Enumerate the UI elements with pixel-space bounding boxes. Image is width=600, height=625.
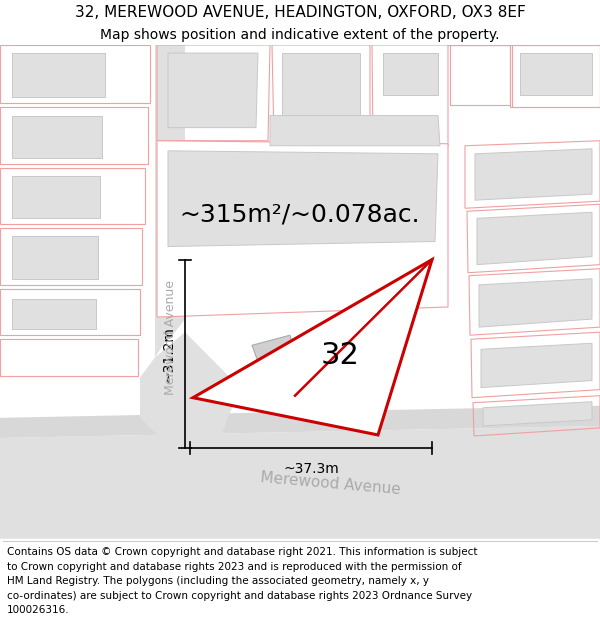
Polygon shape — [12, 53, 105, 98]
Polygon shape — [477, 213, 592, 264]
Text: Contains OS data © Crown copyright and database right 2021. This information is : Contains OS data © Crown copyright and d… — [7, 548, 478, 558]
Polygon shape — [479, 279, 592, 327]
Text: to Crown copyright and database rights 2023 and is reproduced with the permissio: to Crown copyright and database rights 2… — [7, 562, 462, 572]
Text: co-ordinates) are subject to Crown copyright and database rights 2023 Ordnance S: co-ordinates) are subject to Crown copyr… — [7, 591, 472, 601]
Text: 32, MEREWOOD AVENUE, HEADINGTON, OXFORD, OX3 8EF: 32, MEREWOOD AVENUE, HEADINGTON, OXFORD,… — [74, 4, 526, 19]
Polygon shape — [0, 406, 600, 438]
Text: 32: 32 — [320, 341, 359, 370]
Polygon shape — [483, 402, 592, 426]
Polygon shape — [282, 53, 360, 131]
Polygon shape — [168, 53, 258, 128]
Polygon shape — [270, 116, 440, 146]
Polygon shape — [157, 141, 448, 317]
Polygon shape — [12, 116, 102, 158]
Polygon shape — [168, 151, 438, 246]
Polygon shape — [140, 332, 240, 438]
Text: Merewood Avenue: Merewood Avenue — [259, 470, 401, 497]
Polygon shape — [252, 335, 297, 367]
Text: HM Land Registry. The polygons (including the associated geometry, namely x, y: HM Land Registry. The polygons (includin… — [7, 576, 429, 586]
Text: Merewood Avenue: Merewood Avenue — [163, 280, 176, 395]
Polygon shape — [383, 53, 438, 96]
Text: ~37.3m: ~37.3m — [283, 462, 339, 476]
Polygon shape — [12, 236, 98, 279]
Text: ~315m²/~0.078ac.: ~315m²/~0.078ac. — [179, 202, 421, 226]
Polygon shape — [12, 176, 100, 218]
Polygon shape — [481, 343, 592, 388]
Polygon shape — [475, 149, 592, 200]
Polygon shape — [155, 45, 185, 357]
Text: 100026316.: 100026316. — [7, 606, 70, 616]
Polygon shape — [520, 53, 592, 96]
Text: ~31.2m: ~31.2m — [161, 326, 175, 382]
Polygon shape — [0, 426, 600, 539]
Polygon shape — [193, 259, 432, 435]
Polygon shape — [12, 299, 96, 329]
Text: Map shows position and indicative extent of the property.: Map shows position and indicative extent… — [100, 28, 500, 42]
